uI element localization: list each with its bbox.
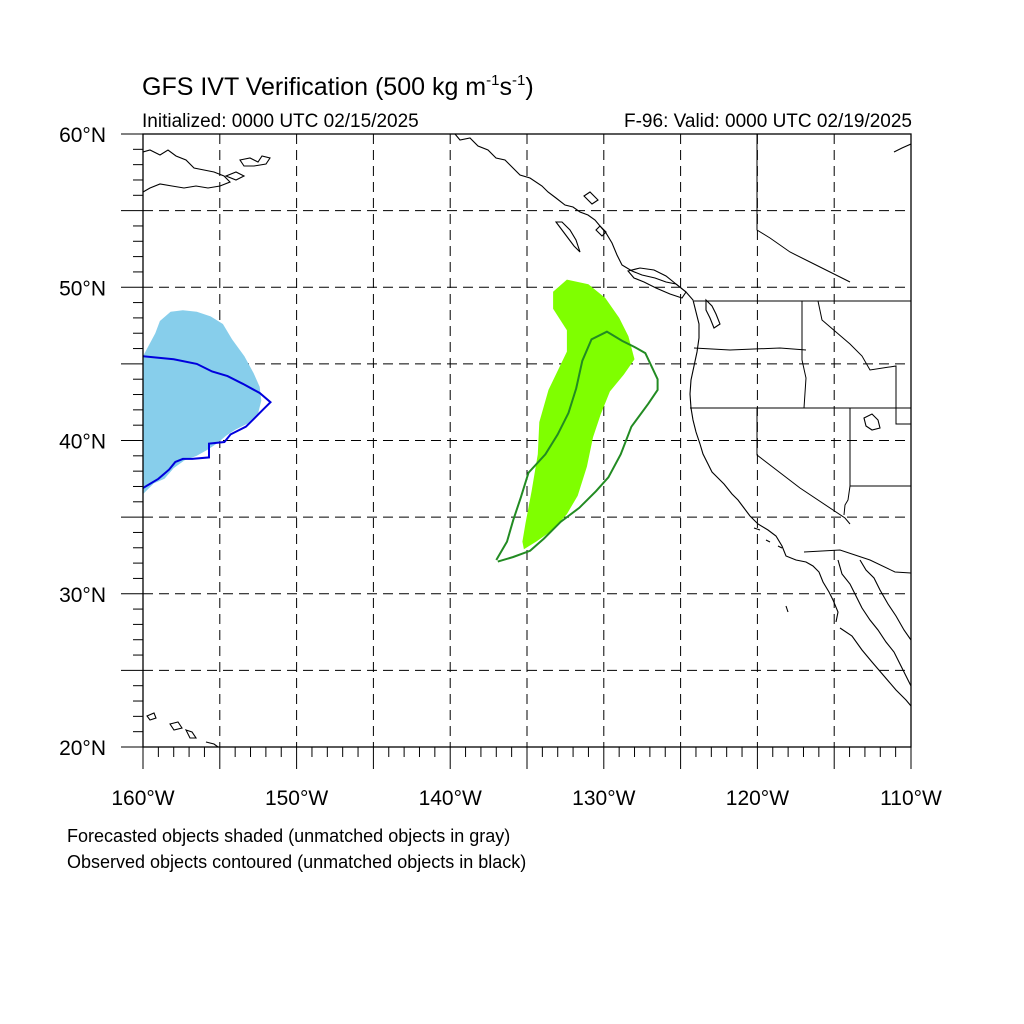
border-ca-nv: [756, 408, 851, 525]
alaska-islands: [224, 155, 271, 181]
border-nv-az: [843, 485, 851, 516]
lat-label: 40°N: [59, 431, 106, 454]
border-wa-id: [801, 301, 807, 409]
hawaii-islands: [146, 712, 219, 747]
border-wa-or: [693, 347, 807, 351]
initialized-label: Initialized: 0000 UTC 02/15/2025: [142, 111, 419, 132]
lon-label: 110°W: [880, 787, 942, 810]
puget-sound: [705, 298, 721, 329]
observed-object-west: [143, 355, 272, 489]
border-us-mexico: [803, 549, 911, 574]
lat-label: 60°N: [59, 124, 106, 147]
valid-time-label: F-96: Valid: 0000 UTC 02/19/2025: [624, 111, 912, 132]
forecast-object-west: [143, 310, 262, 495]
coastline-north-america: [454, 134, 839, 623]
latitude-labels: 60°N 50°N 40°N 30°N 20°N: [59, 124, 106, 760]
map-title: GFS IVT Verification (500 kg m-1s-1): [142, 72, 534, 101]
border-nv-ut: [849, 408, 911, 487]
coastline-baja-east: [837, 559, 911, 687]
lat-label: 30°N: [59, 584, 106, 607]
vancouver-island: [627, 267, 687, 299]
alaska-nw-corner: [893, 143, 911, 153]
coastline-mainland-mexico: [859, 559, 911, 641]
longitude-labels: 160°W 150°W 140°W 130°W 120°W 110°W: [111, 787, 942, 810]
observed-object-east: [495, 330, 659, 563]
coastlines: [143, 134, 911, 747]
lat-label: 50°N: [59, 277, 106, 300]
forecast-object-east: [522, 279, 635, 550]
border-id-mt: [817, 300, 911, 425]
lon-label: 140°W: [419, 787, 482, 810]
channel-islands: [753, 527, 789, 613]
gridlines: [143, 134, 911, 747]
lon-label: 120°W: [726, 787, 789, 810]
great-salt-lake: [863, 413, 881, 431]
ivt-objects: [143, 279, 659, 563]
haida-gwaii: [554, 221, 581, 253]
bc-islands: [583, 191, 607, 237]
lat-label: 20°N: [59, 737, 106, 760]
lon-label: 130°W: [572, 787, 635, 810]
footer-observed-note: Observed objects contoured (unmatched ob…: [67, 852, 527, 872]
border-bc-yt: [756, 134, 851, 283]
lon-label: 150°W: [265, 787, 328, 810]
coastline-sinaloa: [839, 627, 911, 707]
axis-ticks: [121, 133, 912, 769]
political-borders: [690, 134, 911, 574]
footer-forecast-note: Forecasted objects shaded (unmatched obj…: [67, 826, 511, 846]
lon-label: 160°W: [111, 787, 174, 810]
coastline-alaska: [143, 149, 231, 193]
